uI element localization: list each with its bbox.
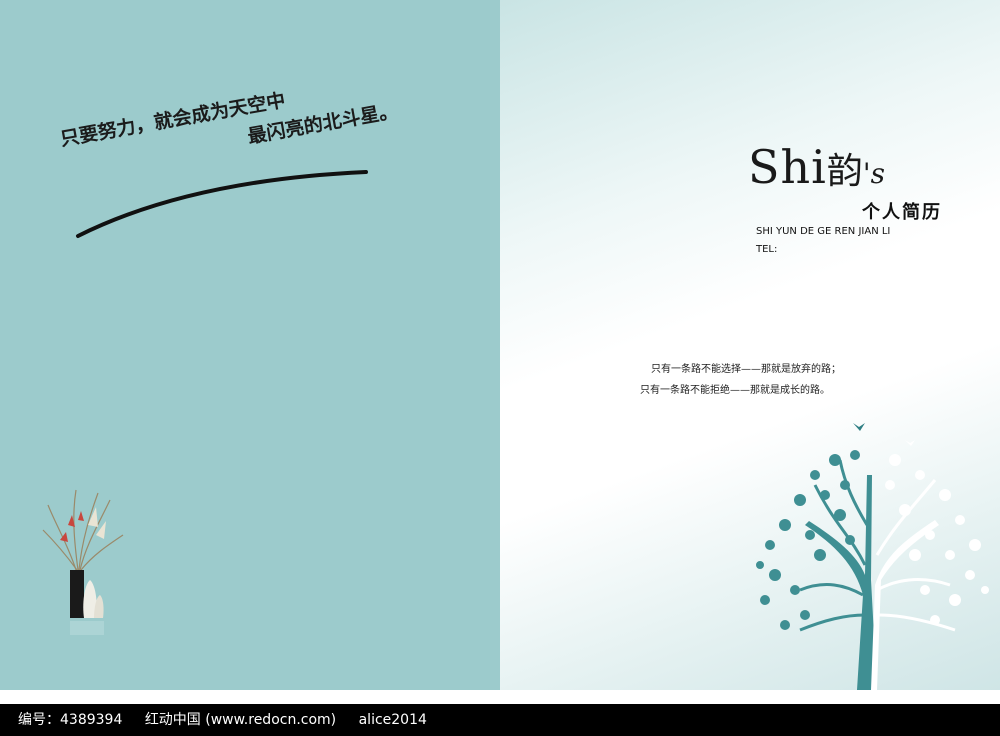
vase-with-branches-icon: [42, 489, 124, 635]
resume-subtitle: 个人简历: [862, 202, 942, 223]
swoosh-stroke-icon: [76, 170, 368, 238]
title-latin: Shi: [748, 140, 827, 194]
footer-site: 红动中国 (www.redocn.com): [144, 712, 337, 728]
tel-label: TEL:: [756, 244, 778, 255]
title-han: 韵: [826, 151, 863, 192]
bird-icon: [853, 423, 865, 431]
page-gap: [0, 690, 1000, 704]
left-page: 只要努力，就会成为天空中 最闪亮的北斗星。: [0, 0, 500, 690]
resume-title: Shi韵's: [748, 140, 885, 194]
footer-id: 编号：4389394: [18, 712, 123, 728]
tree-illustration-icon: [756, 423, 989, 690]
pinyin-line: SHI YUN DE GE REN JIAN LI: [756, 226, 891, 237]
title-suffix: 's: [862, 157, 885, 190]
watermark-footer: 编号：4389394 红动中国 (www.redocn.com) alice20…: [0, 704, 1000, 736]
footer-author: alice2014: [358, 712, 427, 728]
quote-line-1: 只有一条路不能选择——那就是放弃的路；: [651, 364, 841, 375]
right-page: [500, 0, 1000, 690]
quote-line-2: 只有一条路不能拒绝——那就是成长的路。: [640, 385, 830, 396]
